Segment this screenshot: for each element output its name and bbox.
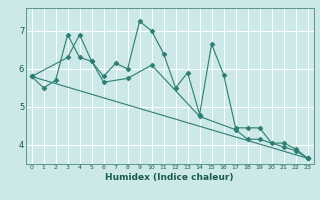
X-axis label: Humidex (Indice chaleur): Humidex (Indice chaleur) [105,173,234,182]
